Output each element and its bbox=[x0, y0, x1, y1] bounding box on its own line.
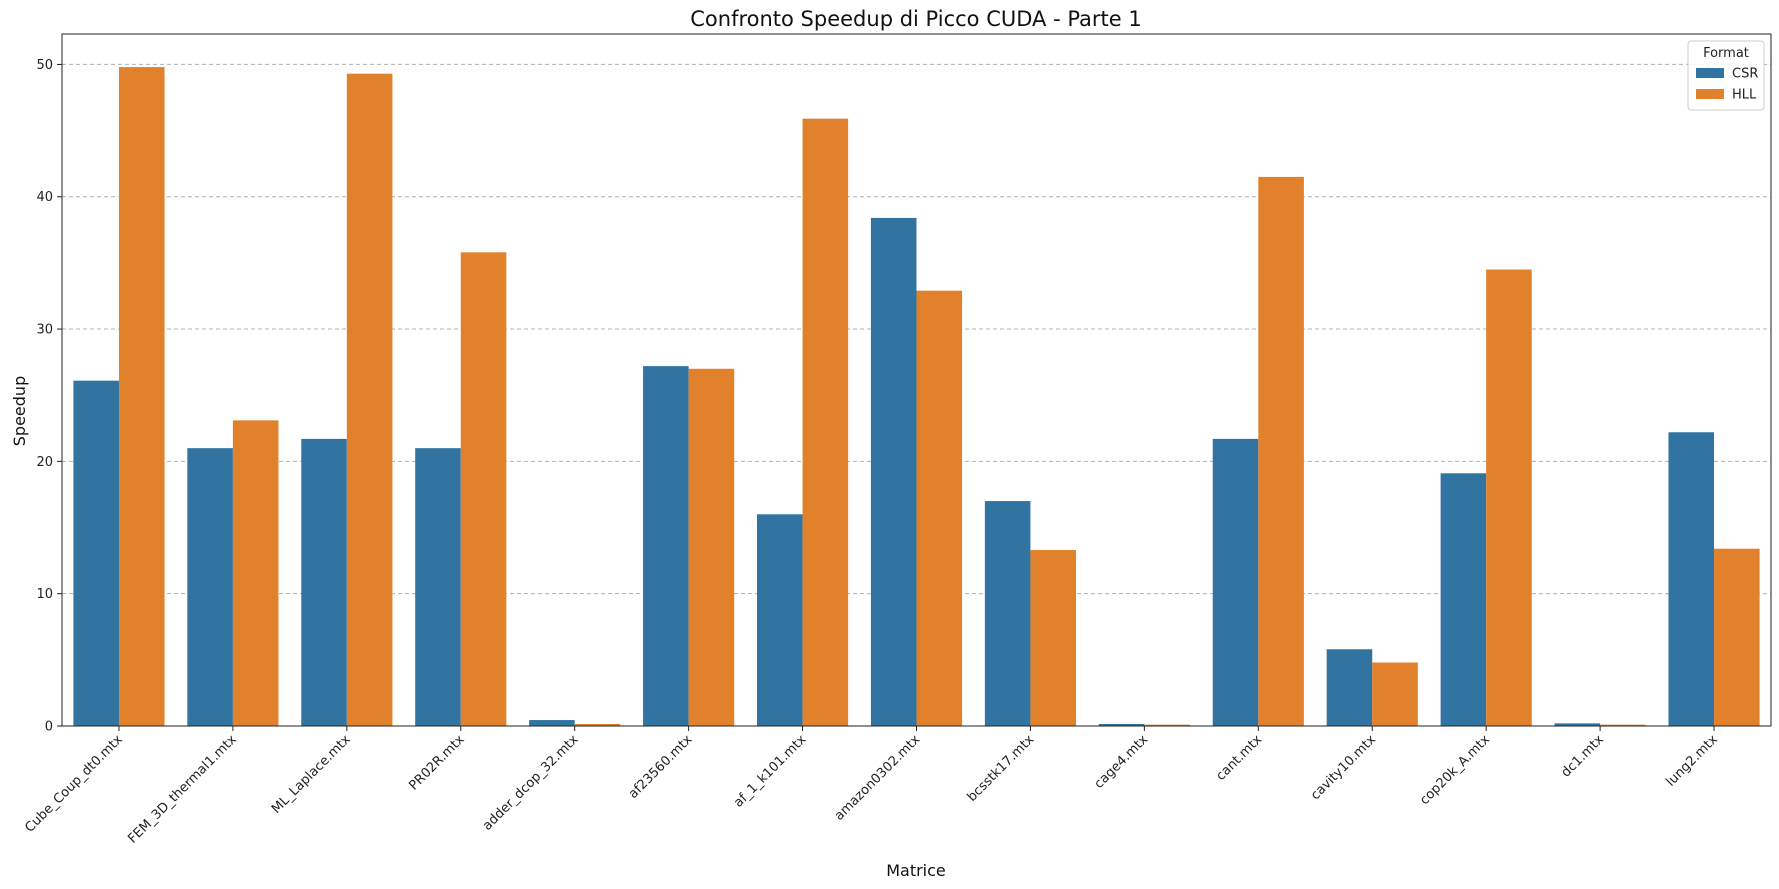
bar-csr bbox=[643, 366, 689, 726]
legend-label-hll: HLL bbox=[1732, 88, 1757, 103]
bars-layer bbox=[73, 67, 1760, 727]
bar-csr bbox=[187, 448, 233, 726]
legend: Format CSR HLL bbox=[1687, 40, 1765, 111]
y-tick-label: 10 bbox=[36, 587, 53, 602]
bar-hll bbox=[1258, 176, 1304, 726]
y-tick-label: 50 bbox=[36, 58, 53, 73]
bar-hll bbox=[574, 724, 621, 726]
legend-label-csr: CSR bbox=[1732, 67, 1758, 82]
bar-hll bbox=[460, 252, 507, 727]
bar-csr bbox=[1212, 438, 1259, 726]
bar-csr bbox=[73, 380, 119, 726]
bar-csr bbox=[756, 514, 803, 726]
y-tick-label: 20 bbox=[36, 455, 53, 470]
x-axis-label: Matrice bbox=[886, 861, 946, 880]
bar-hll bbox=[1600, 724, 1646, 726]
bar-csr bbox=[415, 448, 461, 726]
bar-csr bbox=[529, 720, 575, 726]
bar-hll bbox=[688, 368, 735, 726]
bar-hll bbox=[1486, 269, 1532, 726]
bar-hll bbox=[118, 67, 165, 727]
y-tick-label: 40 bbox=[36, 190, 53, 205]
bar-csr bbox=[1668, 432, 1715, 726]
bar-csr bbox=[301, 438, 347, 726]
legend-title: Format bbox=[1703, 46, 1749, 61]
legend-swatch-csr bbox=[1696, 68, 1724, 78]
y-tick-label: 30 bbox=[36, 323, 53, 338]
bar-hll bbox=[802, 118, 849, 727]
bar-hll bbox=[1372, 662, 1418, 726]
bar-csr bbox=[984, 501, 1031, 726]
bar-hll bbox=[346, 73, 393, 726]
chart-title: Confronto Speedup di Picco CUDA - Parte … bbox=[690, 7, 1141, 31]
bar-csr bbox=[1554, 723, 1601, 726]
bar-hll bbox=[916, 290, 963, 726]
legend-swatch-hll bbox=[1696, 89, 1724, 99]
bar-hll bbox=[1144, 724, 1190, 726]
bar-csr bbox=[1440, 473, 1487, 726]
bar-hll bbox=[232, 420, 279, 726]
bar-csr bbox=[1098, 724, 1145, 726]
bar-hll bbox=[1714, 548, 1760, 726]
y-tick-label: 0 bbox=[45, 720, 53, 735]
y-axis-label: Speedup bbox=[10, 376, 29, 446]
bar-csr bbox=[870, 217, 917, 726]
y-axis: 0 10 20 30 40 50 bbox=[36, 58, 62, 735]
bar-csr bbox=[1326, 649, 1373, 726]
bar-hll bbox=[1030, 550, 1077, 726]
